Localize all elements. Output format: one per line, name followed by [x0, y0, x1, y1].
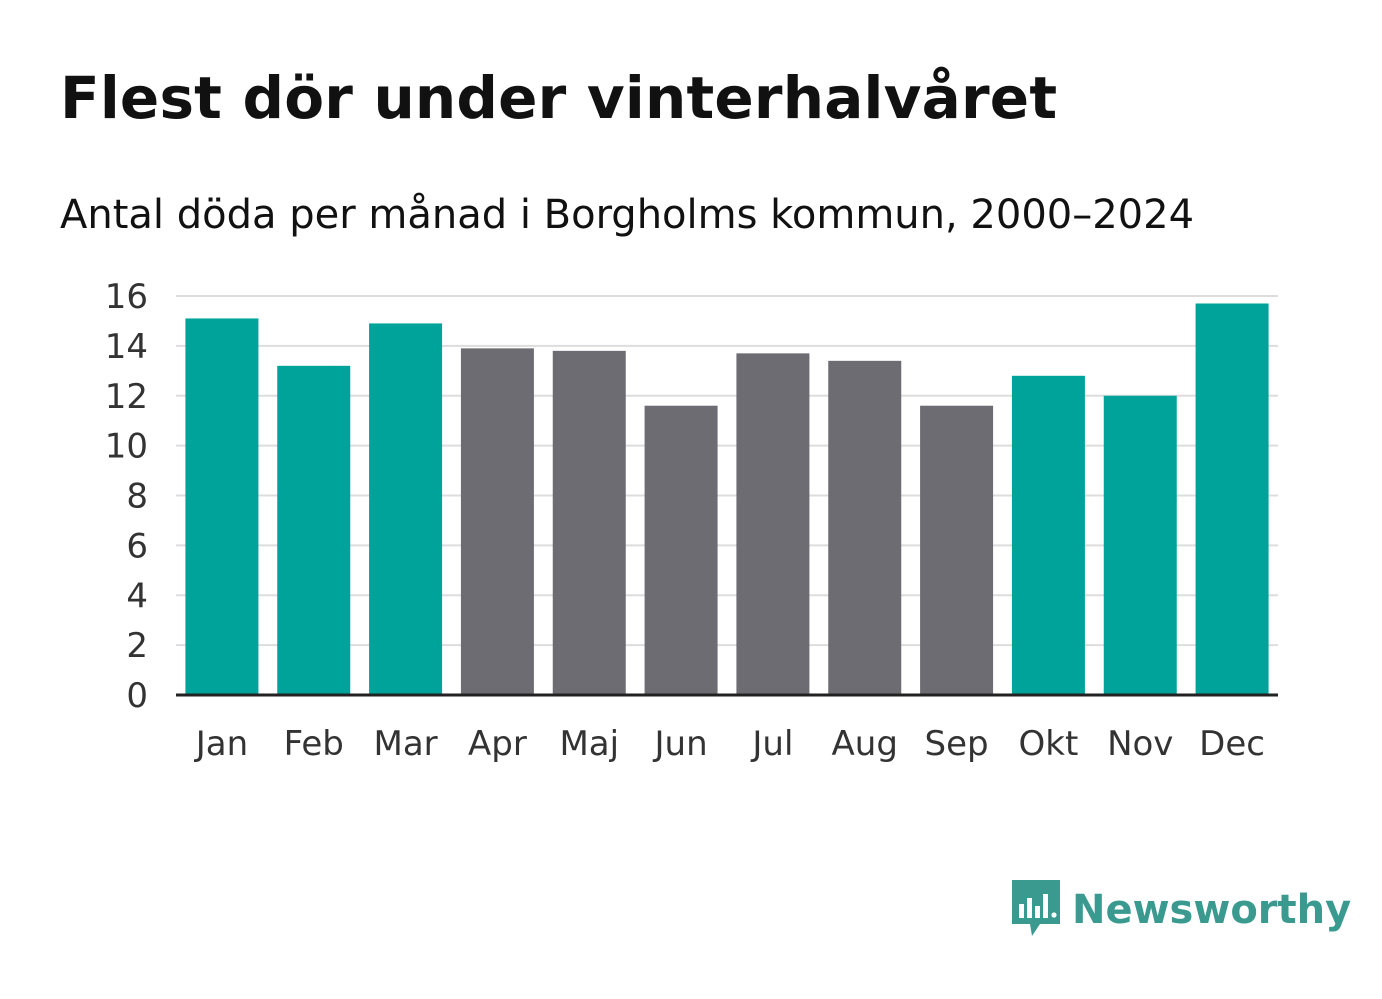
bar-maj [552, 350, 626, 695]
bar-feb [277, 365, 351, 695]
y-tick-label: 8 [126, 477, 148, 517]
y-tick-label: 12 [105, 377, 148, 417]
y-tick-label: 4 [126, 576, 148, 616]
x-tick-label: Dec [1199, 724, 1265, 764]
x-tick-label: Apr [468, 724, 527, 764]
x-tick-label: Jul [750, 724, 793, 764]
y-tick-label: 10 [105, 427, 148, 467]
y-tick-label: 0 [126, 676, 148, 716]
bar-okt [1011, 375, 1085, 695]
chart-subtitle: Antal döda per månad i Borgholms kommun,… [60, 192, 1195, 238]
brand-name: Newsworthy [1072, 887, 1352, 933]
x-tick-label: Aug [832, 724, 898, 764]
x-tick-label: Sep [925, 724, 989, 764]
x-tick-label: Jun [653, 724, 708, 764]
brand-logo: Newsworthy [1010, 878, 1351, 942]
bar-aug [828, 360, 902, 695]
bar-mar [369, 323, 443, 695]
x-tick-label: Feb [284, 724, 344, 764]
bar-jul [736, 353, 810, 695]
y-tick-label: 6 [126, 526, 148, 566]
x-tick-label: Nov [1107, 724, 1173, 764]
bar-jan [185, 318, 259, 695]
bar-dec [1195, 303, 1269, 695]
x-tick-label: Okt [1019, 724, 1079, 764]
newsworthy-logo-icon [1010, 878, 1062, 942]
chart-title: Flest dör under vinterhalvåret [60, 64, 1058, 132]
y-tick-label: 14 [105, 327, 148, 367]
y-tick-label: 16 [105, 277, 148, 317]
bar-nov [1103, 395, 1177, 695]
bar-apr [460, 348, 534, 695]
x-tick-label: Jan [194, 724, 248, 764]
y-tick-label: 2 [126, 626, 148, 666]
x-tick-label: Maj [559, 724, 619, 764]
bar-sep [920, 405, 994, 695]
x-tick-label: Mar [374, 724, 438, 764]
bar-jun [644, 405, 718, 695]
